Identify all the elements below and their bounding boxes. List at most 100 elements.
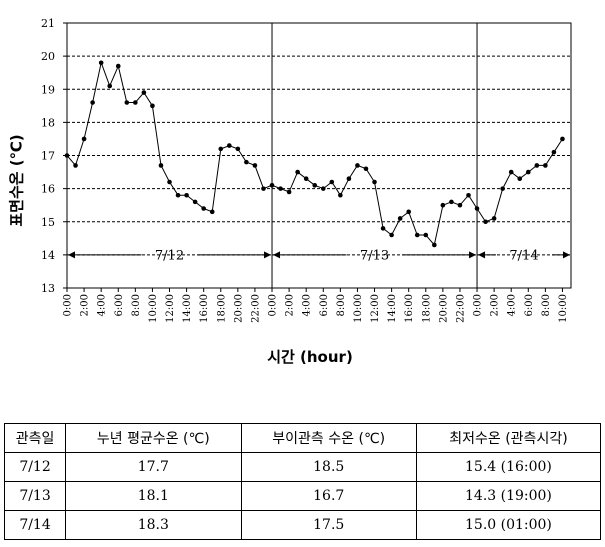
y-axis-ticks: 13 14 15 16 17 18 19 20 21 <box>41 17 67 295</box>
cell-min-temp: 15.0 (01:00) <box>415 510 602 540</box>
day-range-label: 7/12 <box>155 248 184 263</box>
data-point <box>209 209 215 215</box>
data-point <box>90 100 95 105</box>
data-point <box>491 216 497 221</box>
data-point <box>252 163 258 168</box>
y-tick-label: 17 <box>41 150 55 163</box>
x-tick-label: 16:00 <box>199 294 210 323</box>
data-point <box>338 192 343 198</box>
cell-min-temp: 14.3 (19:00) <box>415 481 602 511</box>
x-tick-label: 8:00 <box>131 294 142 316</box>
data-point <box>355 163 360 168</box>
data-point <box>227 143 232 148</box>
x-tick-label: 4:00 <box>507 294 518 316</box>
header-buoy-temp: 부이관측 수온 (℃) <box>240 423 417 453</box>
arrow-head-left <box>68 251 75 259</box>
data-point <box>423 232 429 238</box>
data-point <box>278 186 283 191</box>
header-min-temp: 최저수온 (관측시각) <box>415 423 602 453</box>
data-point <box>508 169 514 175</box>
data-point <box>235 146 241 152</box>
data-point <box>329 179 335 185</box>
data-point <box>81 136 87 142</box>
y-tick-label: 13 <box>41 282 55 295</box>
data-point <box>98 60 104 66</box>
cell-avg-temp: 18.1 <box>65 481 242 511</box>
data-point <box>115 63 121 69</box>
cell-avg-temp: 17.7 <box>65 452 242 482</box>
data-point <box>466 192 471 198</box>
x-tick-label: 4:00 <box>302 294 313 316</box>
data-point <box>449 199 454 205</box>
x-tick-label: 0:00 <box>63 294 74 316</box>
x-tick-label: 10:00 <box>353 294 364 323</box>
x-tick-label: 14:00 <box>182 294 193 323</box>
cell-buoy-temp: 16.7 <box>240 481 417 511</box>
x-tick-label: 16:00 <box>404 294 415 323</box>
x-tick-label: 8:00 <box>336 294 347 316</box>
x-tick-label: 10:00 <box>558 294 569 323</box>
cell-min-temp: 15.4 (16:00) <box>415 452 602 482</box>
cell-buoy-temp: 17.5 <box>240 510 417 540</box>
y-axis-title-text: 표면수온 (℃) <box>7 133 26 227</box>
data-point <box>167 179 172 185</box>
data-point <box>175 192 181 198</box>
data-point <box>551 149 557 155</box>
data-point <box>397 216 403 221</box>
data-point <box>133 100 138 105</box>
table-row: 7/14 18.3 17.5 15.0 (01:00) <box>3 510 602 540</box>
x-tick-label: 2:00 <box>285 294 296 316</box>
data-point <box>201 206 206 211</box>
data-point <box>543 163 548 168</box>
data-point <box>295 169 300 175</box>
x-tick-label: 0:00 <box>268 294 279 316</box>
table-row: 7/12 17.7 18.5 15.4 (16:00) <box>3 452 602 482</box>
header-avg-temp: 누년 평균수온 (℃) <box>65 423 242 453</box>
data-point <box>73 163 78 168</box>
y-tick-label: 21 <box>41 17 55 30</box>
cell-date: 7/14 <box>3 510 67 540</box>
data-point <box>500 186 505 191</box>
cell-buoy-temp: 18.5 <box>240 452 417 482</box>
day-dividers <box>271 23 478 288</box>
x-axis-title: 시간 (hour) <box>267 348 353 366</box>
summary-table: 관측일 누년 평균수온 (℃) 부이관측 수온 (℃) 최저수온 (관측시각) … <box>3 423 602 540</box>
data-point <box>150 103 155 109</box>
data-point <box>525 169 531 175</box>
data-points <box>64 60 565 248</box>
arrow-head-right <box>469 251 477 259</box>
data-point <box>474 206 480 211</box>
data-point <box>192 199 198 205</box>
arrow-head-left <box>478 251 486 259</box>
x-tick-label: 14:00 <box>387 294 398 323</box>
cell-date: 7/12 <box>3 452 67 482</box>
data-point <box>107 83 113 89</box>
data-point <box>64 153 70 158</box>
arrow-head-left <box>273 251 281 259</box>
data-point <box>380 226 386 231</box>
data-point <box>517 176 523 181</box>
data-point <box>406 209 411 215</box>
data-point <box>560 136 565 142</box>
data-point <box>363 166 369 172</box>
day-range-label: 7/14 <box>509 248 538 263</box>
day-range-annotations: 7/12 7/13 7/14 <box>68 248 570 263</box>
x-tick-label: 22:00 <box>250 294 261 323</box>
x-tick-label: 6:00 <box>114 294 125 316</box>
x-tick-label: 22:00 <box>455 294 466 323</box>
y-tick-label: 15 <box>41 216 55 229</box>
x-tick-label: 18:00 <box>216 294 227 323</box>
data-point <box>372 179 377 185</box>
data-point <box>414 232 420 238</box>
data-point <box>244 159 249 165</box>
data-point <box>457 202 463 208</box>
data-point <box>389 232 394 238</box>
x-tick-label: 20:00 <box>233 294 244 323</box>
data-point <box>261 186 266 191</box>
data-point <box>320 186 326 191</box>
data-point <box>124 100 130 105</box>
x-tick-label: 18:00 <box>421 294 432 323</box>
data-point <box>534 163 540 168</box>
x-tick-label: 20:00 <box>438 294 449 323</box>
series-line <box>66 60 563 246</box>
